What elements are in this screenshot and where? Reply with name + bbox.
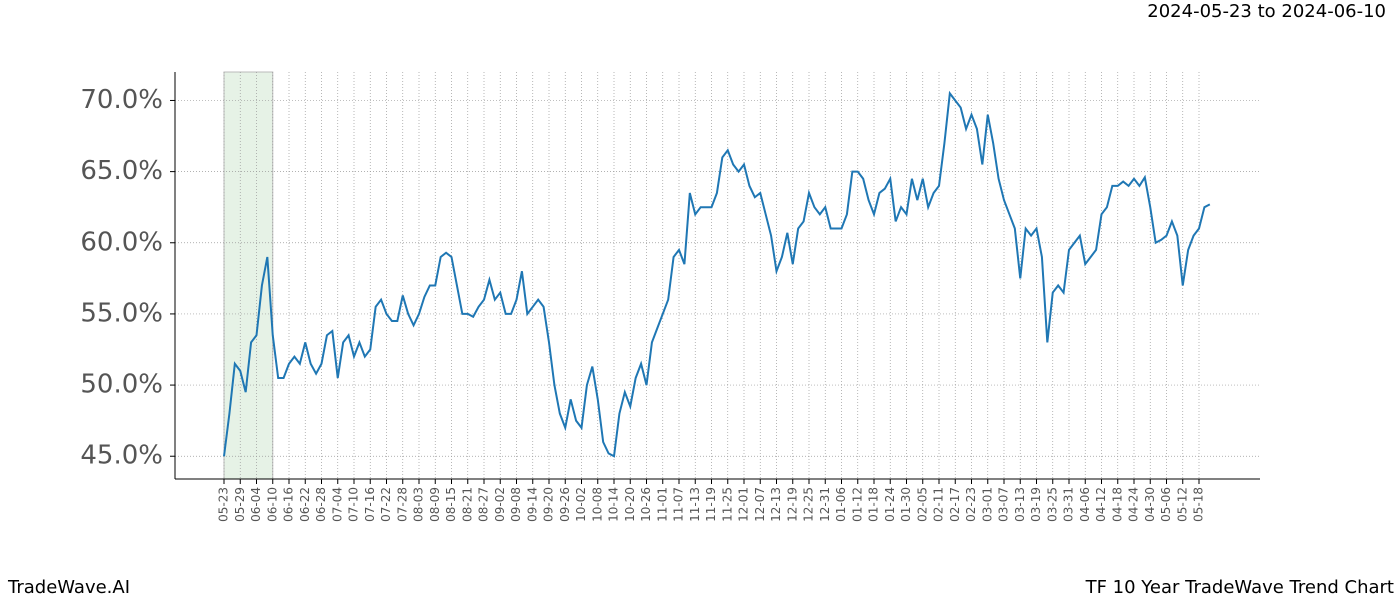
x-tick-label: 06-28 (314, 487, 328, 522)
trend-line (223, 90, 1211, 458)
x-tick-label: 12-19 (785, 487, 799, 522)
x-tick-label: 02-17 (948, 487, 962, 522)
x-tick-label: 07-16 (363, 487, 377, 522)
x-tick-label: 03-31 (1062, 487, 1076, 522)
x-tick-label: 02-23 (964, 487, 978, 522)
x-tick-label: 02-05 (915, 487, 929, 522)
x-tick-label: 05-23 (217, 487, 231, 522)
x-tick-label: 06-22 (298, 487, 312, 522)
x-tick-label: 10-26 (639, 487, 653, 522)
x-tick-label: 10-02 (574, 487, 588, 522)
x-tick-label: 11-13 (688, 487, 702, 522)
x-tick-label: 11-07 (672, 487, 686, 522)
brand: TradeWave.AI (7, 577, 130, 598)
x-tick-label: 08-03 (412, 487, 426, 522)
x-tick-label: 12-01 (737, 487, 751, 522)
x-tick-label: 07-04 (330, 487, 344, 522)
x-tick-label: 12-25 (802, 487, 816, 522)
x-tick-label: 04-18 (1110, 487, 1124, 522)
x-tick-label: 07-28 (395, 487, 409, 522)
x-tick-label: 01-06 (834, 487, 848, 522)
x-tick-label: 05-12 (1175, 487, 1189, 522)
x-tick-label: 09-26 (558, 487, 572, 522)
y-tick-label: 65.0% (80, 156, 163, 186)
x-tick-label: 08-09 (428, 487, 442, 522)
y-tick-label: 55.0% (80, 298, 163, 328)
x-tick-label: 01-18 (867, 487, 881, 522)
x-tick-label: 04-06 (1078, 487, 1092, 522)
highlight-band (223, 71, 274, 480)
y-tick-label: 60.0% (80, 227, 163, 257)
x-tick-label: 04-12 (1094, 487, 1108, 522)
x-tick-label: 10-14 (607, 487, 621, 522)
x-tick-label: 07-10 (347, 487, 361, 522)
y-tick-label: 45.0% (80, 441, 163, 471)
x-tick-label: 01-24 (883, 487, 897, 522)
x-tick-label: 08-21 (460, 487, 474, 522)
x-tick-label: 11-19 (704, 487, 718, 522)
x-tick-label: 01-12 (850, 487, 864, 522)
x-tick-label: 06-10 (265, 487, 279, 522)
x-tick-label: 10-20 (623, 487, 637, 522)
x-tick-label: 03-01 (980, 487, 994, 522)
x-tick-label: 07-22 (379, 487, 393, 522)
x-tick-label: 02-11 (932, 487, 946, 522)
x-tick-label: 03-19 (1029, 487, 1043, 522)
x-tick-label: 03-07 (997, 487, 1011, 522)
x-tick-label: 08-15 (444, 487, 458, 522)
x-tick-label: 09-20 (542, 487, 556, 522)
x-tick-label: 05-29 (233, 487, 247, 522)
x-tick-label: 04-30 (1143, 487, 1157, 522)
x-tick-label: 05-06 (1159, 487, 1173, 522)
chart-title: TF 10 Year TradeWave Trend Chart (1085, 577, 1394, 598)
y-tick-label: 50.0% (80, 370, 163, 400)
x-tick-label: 01-30 (899, 487, 913, 522)
x-tick-label: 03-13 (1013, 487, 1027, 522)
x-tick-label: 12-13 (769, 487, 783, 522)
x-tick-label: 11-25 (720, 487, 734, 522)
x-tick-label: 11-01 (655, 487, 669, 522)
x-tick-label: 09-08 (509, 487, 523, 522)
x-tick-label: 05-18 (1192, 487, 1206, 522)
x-tick-label: 10-08 (590, 487, 604, 522)
y-tick-label: 70.0% (80, 85, 163, 115)
x-tick-label: 09-02 (493, 487, 507, 522)
x-tick-label: 12-31 (818, 487, 832, 522)
x-tick-label: 03-25 (1045, 487, 1059, 522)
x-tick-label: 06-04 (249, 487, 263, 522)
x-tick-label: 09-14 (525, 487, 539, 522)
x-tick-label: 04-24 (1127, 487, 1141, 522)
date-range: 2024-05-23 to 2024-06-10 (1147, 1, 1386, 22)
x-tick-label: 12-07 (753, 487, 767, 522)
x-tick-label: 06-16 (282, 487, 296, 522)
x-tick-label: 08-27 (477, 487, 491, 522)
